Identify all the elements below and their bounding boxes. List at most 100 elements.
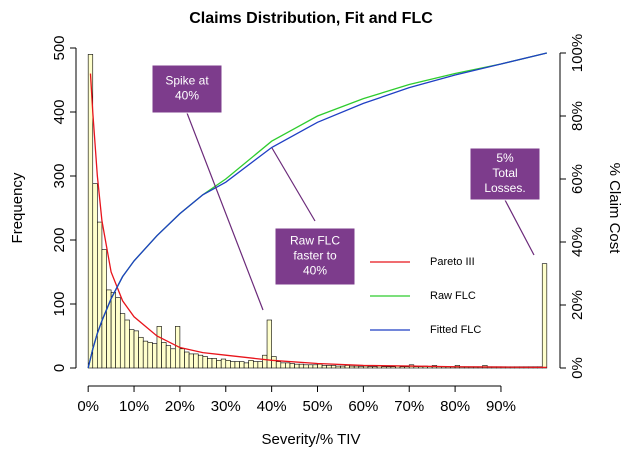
y2-axis-label: % Claim Cost xyxy=(606,163,623,255)
bar xyxy=(381,366,387,369)
y2-tick-label: 100% xyxy=(569,34,586,72)
bar xyxy=(308,364,314,369)
bar xyxy=(156,326,162,369)
bar xyxy=(413,366,419,369)
bar xyxy=(285,362,291,369)
bar xyxy=(188,353,194,369)
bar xyxy=(207,358,213,369)
annotation-text: 40% xyxy=(175,89,199,103)
bar xyxy=(239,361,245,369)
legend-label: Fitted FLC xyxy=(430,324,481,336)
bar xyxy=(340,365,346,369)
annotation-text: 40% xyxy=(303,264,327,278)
bar xyxy=(129,329,135,369)
legend-label: Pareto III xyxy=(430,256,475,268)
x-tick-label: 90% xyxy=(486,398,516,415)
annotation-box xyxy=(469,147,541,201)
bar xyxy=(216,360,222,369)
y2-tick-label: 20% xyxy=(569,290,586,320)
bar xyxy=(161,342,167,369)
bar xyxy=(335,365,341,369)
y2-tick-label: 40% xyxy=(569,227,586,257)
y2-tick-label: 0% xyxy=(569,357,586,379)
bar xyxy=(349,365,355,369)
y-tick-label: 100 xyxy=(51,291,68,316)
bar xyxy=(330,365,337,369)
y2-tick-label: 80% xyxy=(569,101,586,131)
annotation-text: Spike at xyxy=(165,74,209,88)
bar xyxy=(363,365,369,369)
bar xyxy=(152,343,158,369)
bar xyxy=(303,364,309,369)
bar xyxy=(289,363,295,369)
bar xyxy=(275,361,282,369)
annotation-pointer xyxy=(504,199,535,256)
bar xyxy=(243,362,250,369)
bar xyxy=(220,358,227,369)
y-tick-label: 300 xyxy=(51,163,68,188)
bar xyxy=(184,351,190,369)
bar xyxy=(110,292,116,369)
y-tick-label: 400 xyxy=(51,99,68,124)
bar xyxy=(358,366,364,369)
bar xyxy=(193,353,199,369)
bar xyxy=(541,263,548,369)
bar xyxy=(385,366,392,369)
bar xyxy=(248,360,254,369)
annotation-text: Total xyxy=(492,166,517,180)
bar xyxy=(262,354,268,369)
bar xyxy=(142,340,149,369)
bar xyxy=(326,365,332,369)
x-tick-label: 30% xyxy=(211,398,241,415)
legend-label: Raw FLC xyxy=(430,290,476,302)
bar xyxy=(165,345,172,369)
x-axis-label: Severity/% TIV xyxy=(262,431,361,448)
bar xyxy=(197,354,204,369)
x-tick-label: 10% xyxy=(119,398,149,415)
annotation-text: Raw FLC xyxy=(290,234,340,248)
bar xyxy=(234,361,240,369)
bar xyxy=(390,366,396,369)
annotation-pointer xyxy=(186,112,264,311)
x-tick-label: 0% xyxy=(77,398,99,415)
bar xyxy=(170,348,176,369)
bar xyxy=(202,356,208,369)
bar xyxy=(115,297,121,369)
annotation-pointer xyxy=(271,147,316,222)
bar xyxy=(138,336,144,369)
bar xyxy=(372,366,378,369)
bar xyxy=(225,360,231,369)
bar xyxy=(147,342,153,369)
series-line xyxy=(89,73,547,369)
annotation-box xyxy=(151,64,223,114)
series-line xyxy=(87,52,547,369)
bar xyxy=(294,363,300,369)
bar xyxy=(266,319,272,369)
bar xyxy=(367,366,373,369)
bar xyxy=(252,361,259,369)
bar xyxy=(312,364,318,369)
bar xyxy=(271,356,277,369)
bar xyxy=(399,366,405,369)
bar xyxy=(317,363,323,369)
bar xyxy=(230,361,236,369)
y-tick-label: 500 xyxy=(51,35,68,60)
x-tick-label: 50% xyxy=(302,398,332,415)
bar xyxy=(119,313,126,369)
bar xyxy=(353,365,360,369)
y-tick-label: 0 xyxy=(51,364,68,372)
annotation-text: faster to xyxy=(293,249,337,263)
annotation-text: Losses. xyxy=(484,181,525,195)
x-tick-label: 60% xyxy=(348,398,378,415)
y2-tick-label: 60% xyxy=(569,164,586,194)
bar xyxy=(344,365,350,369)
bar xyxy=(101,249,107,369)
bar xyxy=(211,358,217,369)
annotation-text: 5% xyxy=(496,151,514,165)
annotation-box xyxy=(274,227,356,286)
bar xyxy=(133,330,139,369)
bar xyxy=(376,365,383,369)
bar xyxy=(404,366,410,369)
bar xyxy=(257,361,263,369)
